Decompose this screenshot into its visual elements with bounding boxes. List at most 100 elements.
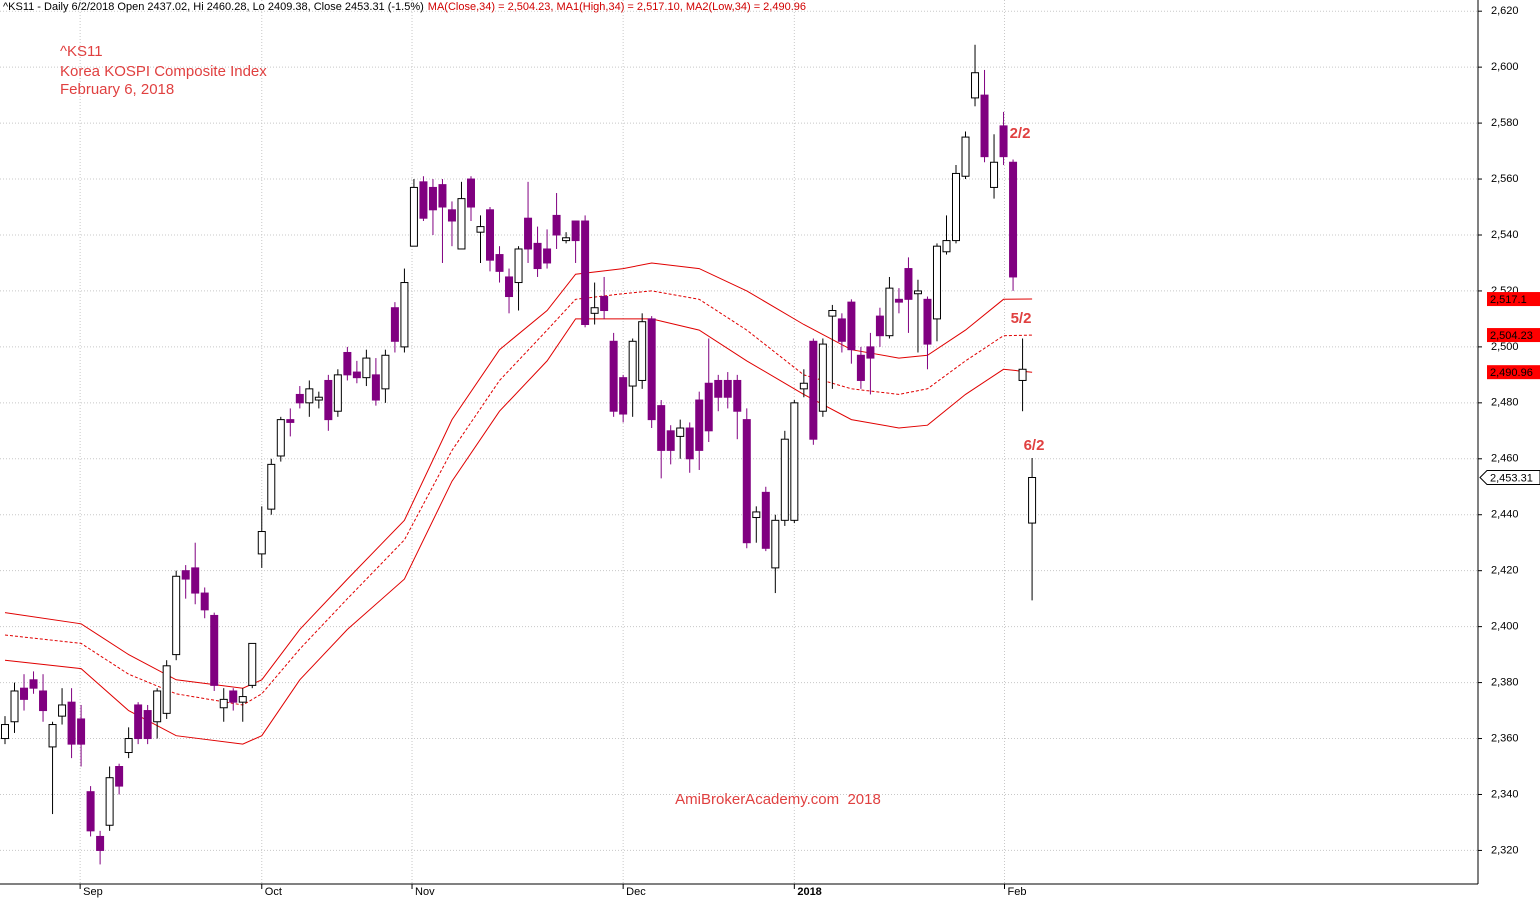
- candle-body: [314, 396, 323, 401]
- candle-body: [39, 690, 48, 712]
- x-tick-label: Feb: [1008, 886, 1027, 898]
- candle-body: [657, 405, 666, 451]
- candle-body: [191, 567, 200, 594]
- candle-body: [476, 226, 485, 233]
- candle-body: [771, 519, 780, 569]
- candle-body: [286, 419, 295, 423]
- last-value-label: 2,490.96: [1490, 367, 1533, 379]
- x-tick-label: Dec: [626, 886, 646, 898]
- candle-body: [343, 351, 352, 376]
- candle-body: [305, 388, 314, 404]
- annotation: 2/2: [1010, 125, 1031, 142]
- chart-title: ^KS11: [60, 43, 103, 60]
- last-value-label: 2,504.23: [1490, 330, 1533, 342]
- candle-body: [124, 738, 133, 754]
- candle-body: [447, 209, 456, 222]
- candle-body: [238, 696, 247, 703]
- candle-body: [875, 315, 884, 337]
- candle-body: [505, 276, 514, 298]
- candle-body: [552, 214, 561, 236]
- candle-body: [419, 181, 428, 219]
- y-tick-label: 2,540: [1491, 229, 1519, 241]
- candle-body: [695, 399, 704, 451]
- x-tick-label: 2018: [797, 886, 821, 898]
- candle-body: [1018, 368, 1027, 381]
- candle-body: [609, 340, 618, 412]
- candle-body: [115, 766, 124, 787]
- candle-body: [324, 379, 333, 421]
- y-tick-label: 2,440: [1491, 509, 1519, 521]
- candle-body: [666, 430, 675, 451]
- candle-body: [723, 379, 732, 398]
- y-tick-label: 2,360: [1491, 732, 1519, 744]
- candle-body: [980, 94, 989, 158]
- candle-body: [77, 718, 86, 745]
- candle-body: [400, 282, 409, 348]
- grid: [0, 0, 1478, 884]
- candle-body: [780, 438, 789, 521]
- candle-body: [866, 346, 875, 359]
- header-ma-text: MA(Close,34) = 2,504.23, MA1(High,34) = …: [428, 1, 806, 13]
- candle-body: [581, 220, 590, 326]
- candle-body: [590, 307, 599, 314]
- candle-body: [276, 419, 285, 457]
- candle-body: [438, 184, 447, 208]
- candle-body: [961, 136, 970, 177]
- y-tick-label: 2,340: [1491, 788, 1519, 800]
- candle-body: [932, 245, 941, 320]
- candle-body: [894, 298, 903, 303]
- candle-body: [143, 710, 152, 740]
- candle-body: [153, 690, 162, 723]
- candle-body: [486, 209, 495, 261]
- last-close-label: 2,453.31: [1490, 472, 1533, 484]
- chart-date: February 6, 2018: [60, 81, 174, 98]
- watermark: AmiBrokerAcademy.com 2018: [675, 791, 881, 808]
- candle-body: [210, 614, 219, 686]
- candle-body: [952, 172, 960, 242]
- candle-body: [96, 835, 105, 851]
- y-tick-label: 2,560: [1491, 173, 1519, 185]
- y-tick-label: 2,420: [1491, 565, 1519, 577]
- annotation: 5/2: [1011, 310, 1032, 327]
- candle-body: [362, 357, 371, 379]
- candle-body: [1028, 476, 1037, 524]
- candle-body: [466, 178, 475, 208]
- y-tick-label: 2,580: [1491, 117, 1519, 129]
- candle-body: [847, 301, 856, 351]
- candle-body: [390, 307, 399, 342]
- y-tick-label: 2,460: [1491, 453, 1519, 465]
- candle-body: [257, 531, 266, 555]
- candle-body: [181, 570, 190, 580]
- candle-body: [457, 198, 466, 250]
- candle-body: [828, 310, 837, 317]
- candle-body: [67, 701, 76, 745]
- candle-body: [628, 340, 637, 387]
- candle-body: [562, 237, 571, 242]
- y-tick-label: 2,480: [1491, 397, 1519, 409]
- candle-body: [600, 296, 609, 312]
- candle-body: [381, 354, 390, 390]
- header-text: ^KS11 - Daily 6/2/2018 Open 2437.02, Hi …: [3, 1, 424, 13]
- y-tick-label: 2,600: [1491, 61, 1519, 73]
- candle-body: [619, 377, 628, 415]
- candle-body: [524, 217, 533, 250]
- candle-body: [647, 318, 656, 421]
- candle-body: [172, 575, 181, 656]
- candle-body: [990, 161, 999, 188]
- y-tick-label: 2,500: [1491, 341, 1519, 353]
- candle-body: [733, 379, 742, 412]
- candle-body: [219, 698, 228, 709]
- last-value-box: [1487, 328, 1540, 343]
- candle-body: [704, 382, 713, 432]
- candle-body: [105, 777, 114, 826]
- x-tick-label: Oct: [265, 886, 282, 898]
- candle-body: [162, 665, 171, 714]
- chart-subtitle: Korea KOSPI Composite Index: [60, 63, 267, 80]
- candle-body: [685, 427, 694, 460]
- candle-body: [761, 491, 770, 549]
- y-tick-label: 2,320: [1491, 844, 1519, 856]
- candle-body: [333, 374, 342, 412]
- last-close-box: [1479, 470, 1540, 485]
